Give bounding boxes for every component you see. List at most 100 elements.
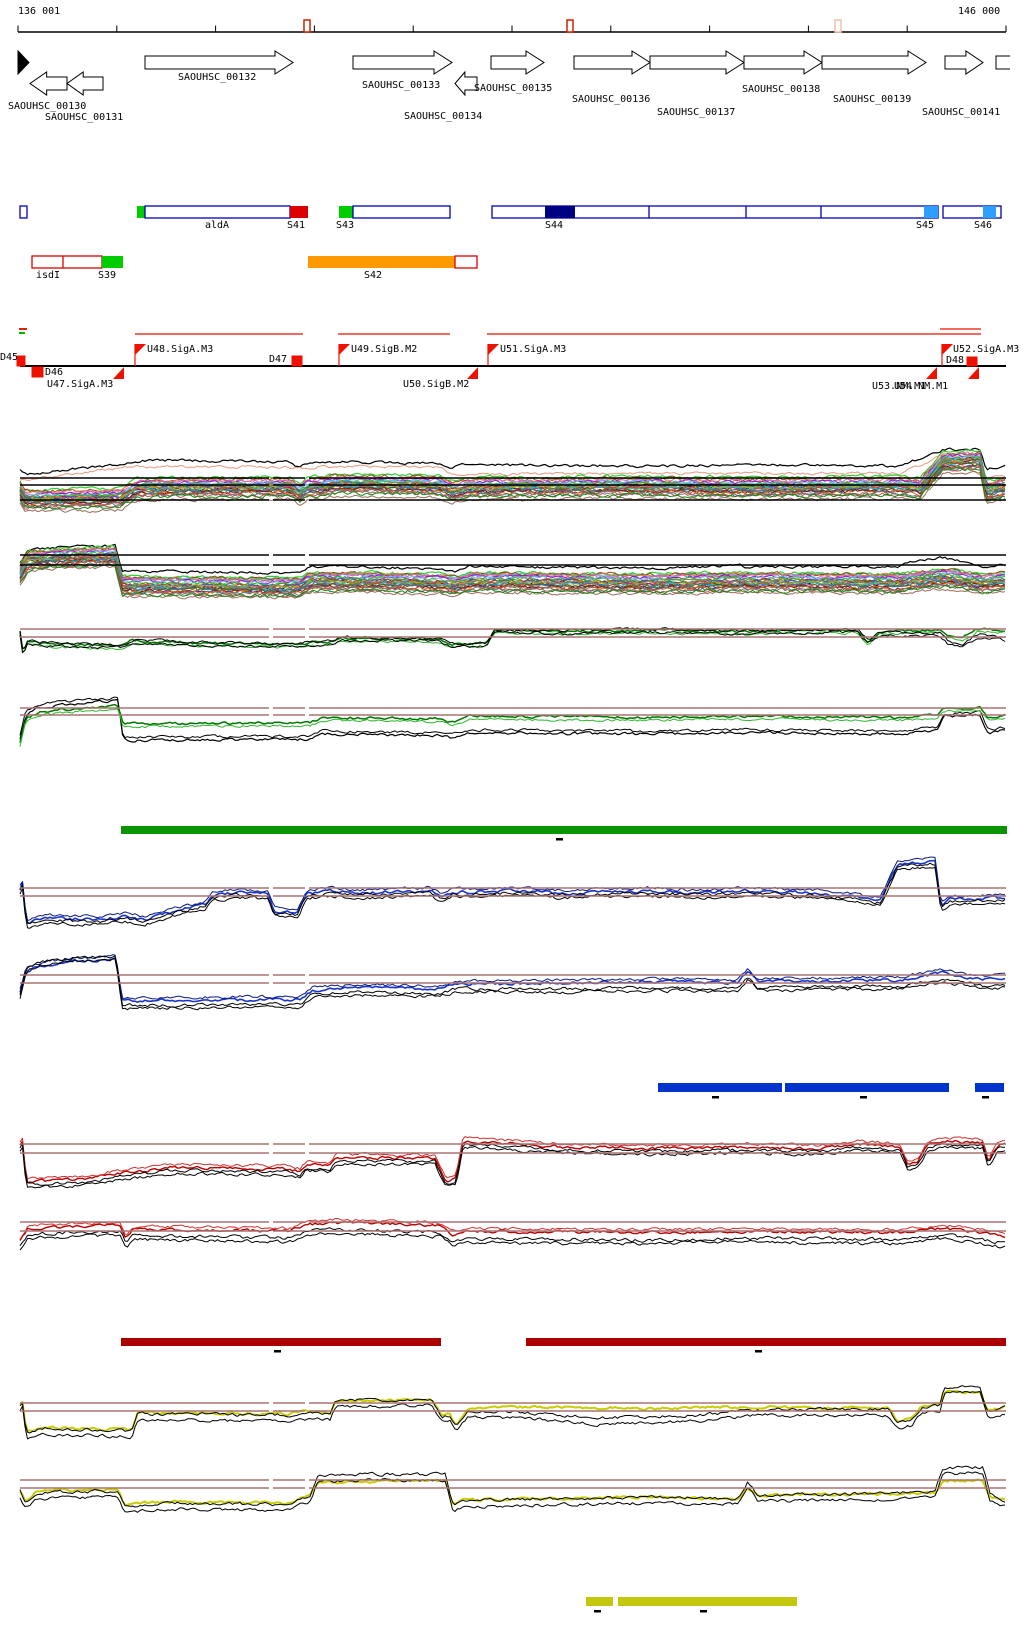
tss-flag-up[interactable] [339, 344, 350, 355]
track-series-line [19, 550, 1006, 586]
gene-arrow[interactable] [66, 71, 104, 96]
ruler-marker[interactable] [834, 19, 842, 33]
segment-box[interactable] [31, 255, 103, 269]
track-series-line [19, 862, 1006, 924]
tss-flag-up[interactable] [135, 344, 146, 355]
track-red-2 [19, 1218, 1006, 1251]
track-series-line [19, 957, 1006, 1003]
segment-box[interactable] [308, 256, 455, 268]
green-bar[interactable] [121, 826, 1007, 834]
red-bars[interactable] [526, 1338, 1006, 1346]
gene-arrow[interactable] [743, 50, 823, 75]
track-series-line [19, 454, 1006, 481]
track-series-line [19, 1385, 1006, 1434]
bar-tick [860, 1096, 867, 1099]
tss-flag-down[interactable] [968, 367, 979, 379]
blue-bars[interactable] [975, 1083, 1004, 1092]
ruler-marker[interactable] [303, 19, 311, 33]
gene-arrow[interactable] [17, 49, 30, 76]
track-blue-2 [19, 954, 1006, 1011]
track-series-line [19, 1390, 1006, 1440]
track-series-line [19, 563, 1006, 598]
track-series-line [19, 1478, 1006, 1506]
segment-box[interactable] [339, 206, 353, 218]
bar-tick [594, 1610, 601, 1613]
track-series-line [19, 1232, 1006, 1251]
track-series-line [19, 708, 1006, 747]
segment-box[interactable] [144, 205, 291, 219]
track-series-line [19, 1142, 1006, 1186]
track-series-line [19, 703, 1006, 743]
track-series-line [19, 1145, 1006, 1189]
gene-arrow[interactable] [490, 50, 545, 75]
tss-box[interactable] [16, 355, 26, 367]
blue-bars[interactable] [658, 1083, 782, 1092]
track-series-line [19, 699, 1006, 743]
bar-tick [274, 1350, 281, 1353]
tss-box[interactable] [31, 366, 44, 378]
track-series-line [19, 1465, 1006, 1508]
track-series-line [19, 447, 1006, 476]
tss-flag-up[interactable] [942, 344, 953, 355]
track-series-line [19, 470, 1006, 513]
track-series-line [19, 954, 1006, 1000]
tss-flag-down[interactable] [467, 367, 478, 379]
track-series-line [19, 958, 1006, 1011]
segment-box[interactable] [102, 256, 123, 268]
tss-box[interactable] [966, 356, 978, 367]
gene-arrow[interactable] [573, 50, 651, 75]
segment-box[interactable] [19, 205, 28, 219]
bar-tick [700, 1610, 707, 1613]
gene-arrow[interactable] [29, 71, 68, 96]
track-series-line [19, 462, 1006, 506]
tss-box[interactable] [291, 355, 303, 367]
gene-arrow[interactable] [144, 50, 294, 75]
segment-box[interactable] [924, 206, 938, 218]
tss-flag-up[interactable] [488, 344, 499, 355]
segment-box[interactable] [352, 205, 451, 219]
segment-box[interactable] [545, 206, 575, 218]
gene-arrow[interactable] [944, 50, 984, 75]
segment-box[interactable] [137, 206, 145, 218]
gene-arrow[interactable] [352, 50, 453, 75]
track-series-line [19, 696, 1006, 739]
track-series-line [19, 856, 1006, 921]
gene-arrow[interactable] [649, 50, 745, 75]
track-series-line [19, 1139, 1006, 1184]
track-yellow-1 [19, 1385, 1006, 1440]
blue-bars[interactable] [785, 1083, 949, 1092]
track-series-line [19, 562, 1006, 598]
segment-box[interactable] [454, 255, 478, 269]
track-series-line [19, 460, 1006, 503]
bar-tick [556, 838, 563, 841]
track-green-1 [19, 627, 1006, 654]
bar-tick [755, 1350, 762, 1353]
segment-box[interactable] [983, 206, 996, 218]
track-green-2 [19, 696, 1006, 747]
gene-arrow[interactable] [454, 70, 478, 97]
track-series-line [19, 564, 1006, 600]
track-all-2 [19, 543, 1006, 600]
track-series-line [19, 1227, 1006, 1247]
track-yellow-2 [19, 1465, 1006, 1513]
yellow-bars[interactable] [618, 1597, 797, 1606]
red-bars[interactable] [121, 1338, 441, 1346]
track-series-line [19, 866, 1006, 929]
track-series-line [19, 1471, 1006, 1513]
segment-box[interactable] [290, 206, 308, 218]
track-series-line [19, 1218, 1006, 1240]
track-series-line [19, 466, 1006, 510]
gene-arrow[interactable] [821, 50, 927, 75]
track-series-line [19, 955, 1006, 1008]
tss-flag-down[interactable] [113, 367, 124, 379]
gene-arrow[interactable] [995, 55, 1010, 70]
track-series-line [19, 630, 1006, 654]
track-blue-1 [19, 856, 1006, 929]
yellow-bars[interactable] [586, 1597, 613, 1606]
bar-tick [982, 1096, 989, 1099]
track-series-line [19, 550, 1006, 585]
tss-flag-down[interactable] [926, 367, 937, 379]
ruler-marker[interactable] [566, 19, 574, 33]
